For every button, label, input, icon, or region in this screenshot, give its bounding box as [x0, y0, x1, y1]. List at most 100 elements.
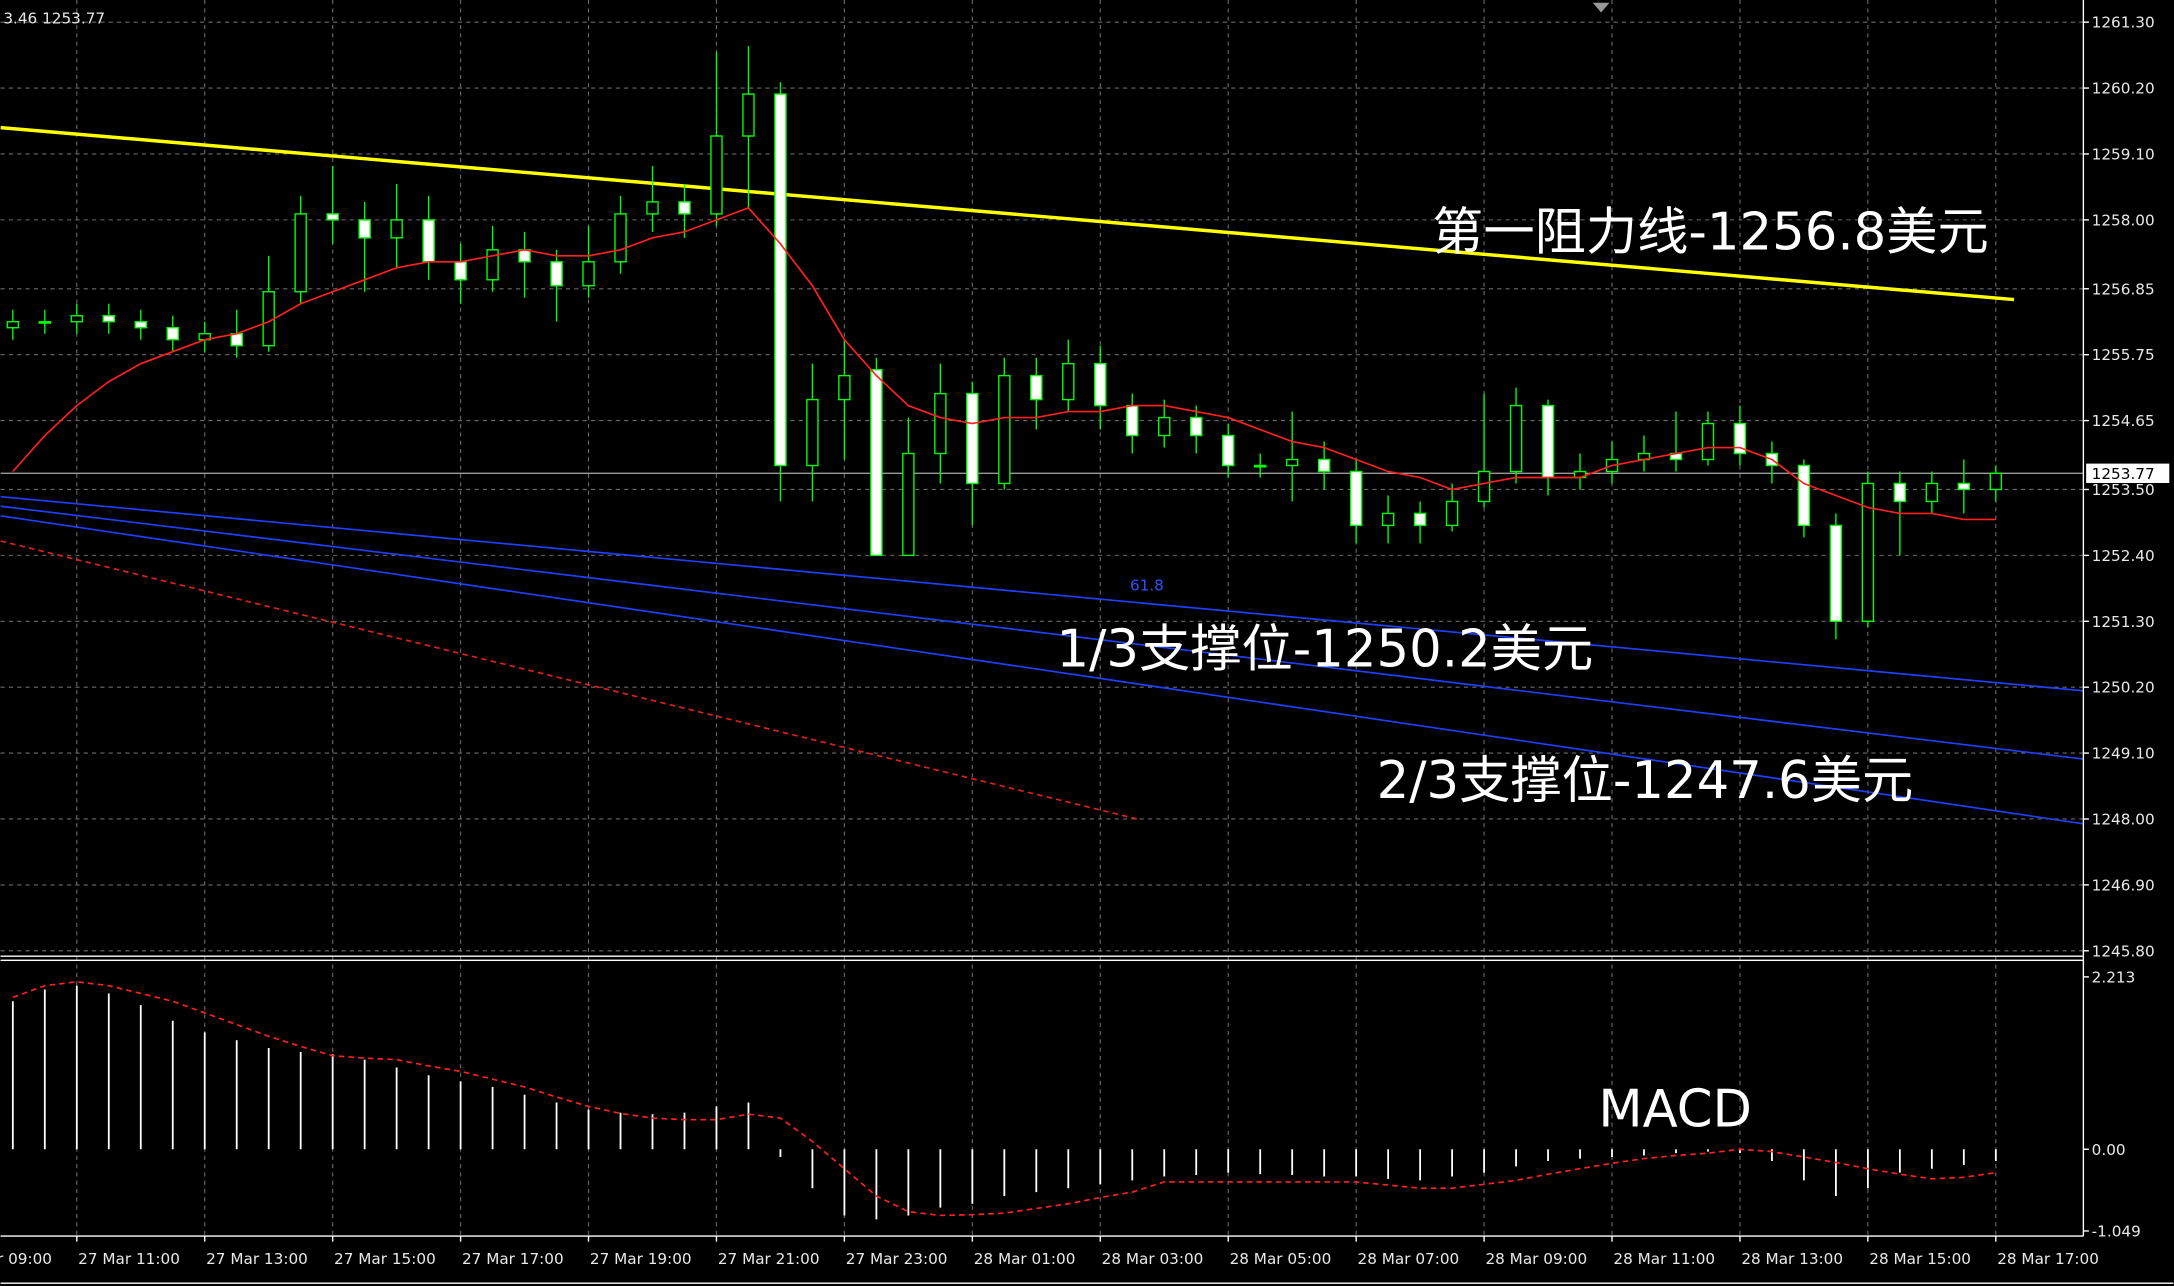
candle-body [1797, 464, 1811, 527]
candle-body [454, 261, 467, 281]
y-tick-label: 0.00 [2092, 1141, 2126, 1159]
level-annotation: 第一阻力线-1256.8美元 [1432, 202, 1989, 262]
last-price-box [2086, 463, 2170, 484]
y-tick-label: 1253.50 [2092, 481, 2155, 499]
candle-body [582, 261, 595, 287]
fib-label: 61.8 [1130, 576, 1164, 594]
shift-marker [1592, 2, 1610, 13]
candle-body [678, 201, 691, 215]
candle-body [1189, 416, 1203, 437]
candle-body [1445, 500, 1459, 527]
y-tick-label: 1256.85 [2092, 280, 2155, 298]
macd-pane [11, 980, 1997, 1220]
candle-body [1349, 470, 1363, 527]
y-tick-label: 2.213 [2092, 968, 2136, 986]
candle-body [614, 213, 627, 263]
candle-body [1381, 512, 1395, 527]
x-tick-label: 27 Mar 15:00 [334, 1250, 436, 1268]
candle-body [710, 135, 723, 215]
x-tick-label: 28 Mar 17:00 [1997, 1250, 2099, 1268]
x-tick-label: 28 Mar 07:00 [1358, 1250, 1460, 1268]
x-tick-label: 27 Mar 11:00 [78, 1250, 180, 1268]
candle-body [6, 321, 20, 329]
candle-body [806, 398, 819, 467]
candle-body [1413, 512, 1427, 527]
symbol-header: 3.46 1253.77 [3, 10, 105, 28]
candle-body [966, 392, 979, 485]
x-tick-label: 27 Mar 19:00 [590, 1250, 692, 1268]
y-tick-label: 1255.75 [2092, 346, 2155, 364]
candle-body [422, 219, 435, 263]
trend-line [0, 540, 1138, 820]
candle-body [1541, 404, 1555, 479]
candle-body [1030, 374, 1043, 401]
candle-body [870, 368, 883, 557]
candle-body [902, 452, 915, 557]
y-tick-label: 1252.40 [2092, 547, 2155, 565]
candle-body [1925, 482, 1939, 503]
x-tick-label: 28 Mar 03:00 [1102, 1250, 1204, 1268]
candle-body [1317, 458, 1331, 473]
candle-body [358, 219, 371, 239]
y-tick-label: 1250.20 [2092, 679, 2155, 697]
x-tick-label: 27 Mar 21:00 [718, 1250, 820, 1268]
y-tick-label: 1245.80 [2092, 942, 2155, 960]
y-tick-label: 1260.20 [2092, 80, 2155, 98]
y-tick-label: 1251.30 [2092, 613, 2155, 631]
x-tick-label: 27 Mar 23:00 [846, 1250, 948, 1268]
candle-body [486, 249, 499, 281]
y-tick-label: 1249.10 [2092, 745, 2155, 763]
candle-body [1829, 524, 1843, 622]
y-tick-label: 1248.00 [2092, 811, 2155, 829]
candle-body [1094, 362, 1107, 407]
candle-body [294, 213, 307, 293]
candle-body [326, 213, 339, 221]
moving-average [12, 206, 1996, 521]
candle-body [1733, 422, 1747, 455]
y-tick-label: -1.049 [2092, 1223, 2141, 1241]
candle-body [230, 333, 243, 347]
x-tick-label: 27 Mar 13:00 [206, 1250, 308, 1268]
candle-body [1893, 482, 1907, 503]
trend-line [0, 515, 2084, 825]
y-tick-label: 1246.90 [2092, 876, 2155, 894]
x-tick-label: 28 Mar 11:00 [1613, 1250, 1715, 1268]
signal-line [12, 980, 1996, 1217]
candle-body [1285, 458, 1299, 467]
candle-body [38, 321, 52, 324]
macd-title: MACD [1598, 1080, 1752, 1140]
x-tick-label: 28 Mar 15:00 [1869, 1250, 1971, 1268]
trend-line [0, 495, 2084, 692]
x-tick-label: 28 Mar 13:00 [1741, 1250, 1843, 1268]
candle-body [550, 261, 563, 287]
y-tick-label: 1258.00 [2092, 211, 2155, 229]
y-tick-label: 1261.30 [2092, 14, 2155, 32]
candle-body [1509, 404, 1523, 473]
x-tick-label: 28 Mar 01:00 [974, 1250, 1076, 1268]
candle-body [646, 201, 659, 215]
candle-body [1253, 464, 1267, 468]
candle-body [1861, 482, 1875, 622]
level-annotation: 1/3支撑位-1250.2美元 [1057, 620, 1594, 680]
candle-body [1957, 482, 1971, 491]
trend-line [0, 125, 2015, 302]
candle-body [1701, 422, 1715, 461]
level-annotation: 2/3支撑位-1247.6美元 [1377, 751, 1914, 811]
candle-body [774, 93, 787, 467]
candle-body [1477, 470, 1491, 503]
y-tick-label: 1254.65 [2092, 412, 2155, 430]
candle-body [998, 374, 1011, 485]
trend-line [0, 505, 2084, 760]
candle-body [1221, 434, 1235, 467]
candle-body [70, 315, 84, 323]
candle-body [166, 327, 179, 341]
candle-body [134, 321, 148, 329]
candle-body [1989, 472, 2003, 491]
candle-body [390, 219, 403, 239]
y-tick-label: 1259.10 [2092, 146, 2155, 164]
x-tick-label: 28 Mar 05:00 [1230, 1250, 1332, 1268]
